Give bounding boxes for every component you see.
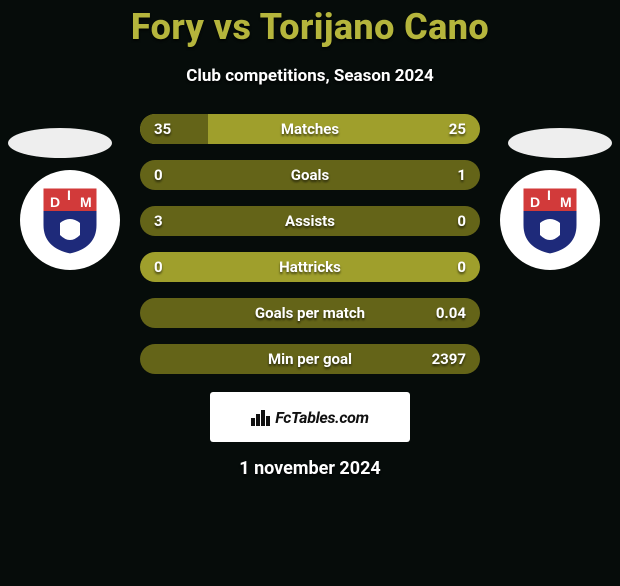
- stat-row: 35Matches25: [140, 114, 480, 144]
- stat-row: Min per goal2397: [140, 344, 480, 374]
- svg-text:D: D: [50, 194, 60, 210]
- stat-row: 3Assists0: [140, 206, 480, 236]
- stat-label: Hattricks: [140, 252, 480, 282]
- player-right-club-badge: D I M: [500, 170, 600, 270]
- player-left-silhouette: [8, 128, 112, 158]
- stat-value-right: 2397: [432, 344, 466, 374]
- player-left-club-badge: D I M: [20, 170, 120, 270]
- stat-row: Goals per match0.04: [140, 298, 480, 328]
- stat-label: Min per goal: [140, 344, 480, 374]
- svg-text:I: I: [547, 187, 551, 203]
- svg-text:D: D: [530, 194, 540, 210]
- stat-label: Goals: [140, 160, 480, 190]
- player-right-silhouette: [508, 128, 612, 158]
- stat-label: Goals per match: [140, 298, 480, 328]
- club-shield-icon: D I M: [518, 183, 582, 257]
- date-text: 1 november 2024: [0, 458, 620, 479]
- svg-text:M: M: [80, 194, 92, 210]
- attribution-badge: FcTables.com: [210, 392, 410, 442]
- attribution-text: FcTables.com: [275, 408, 369, 427]
- stat-value-right: 0.04: [436, 298, 466, 328]
- stat-value-right: 1: [457, 160, 466, 190]
- page-title: Fory vs Torijano Cano: [0, 6, 620, 48]
- bars-icon: [251, 408, 271, 426]
- stats-bar-list: 35Matches250Goals13Assists00Hattricks0Go…: [140, 110, 480, 374]
- stat-row: 0Hattricks0: [140, 252, 480, 282]
- stat-value-right: 0: [457, 206, 466, 236]
- stat-row: 0Goals1: [140, 160, 480, 190]
- subtitle: Club competitions, Season 2024: [0, 66, 620, 86]
- stat-label: Assists: [140, 206, 480, 236]
- stat-label: Matches: [140, 114, 480, 144]
- stat-value-right: 25: [449, 114, 466, 144]
- comparison-panel: D I M D I M: [0, 110, 620, 380]
- stat-value-right: 0: [457, 252, 466, 282]
- svg-text:I: I: [67, 187, 71, 203]
- club-shield-icon: D I M: [38, 183, 102, 257]
- svg-text:M: M: [560, 194, 572, 210]
